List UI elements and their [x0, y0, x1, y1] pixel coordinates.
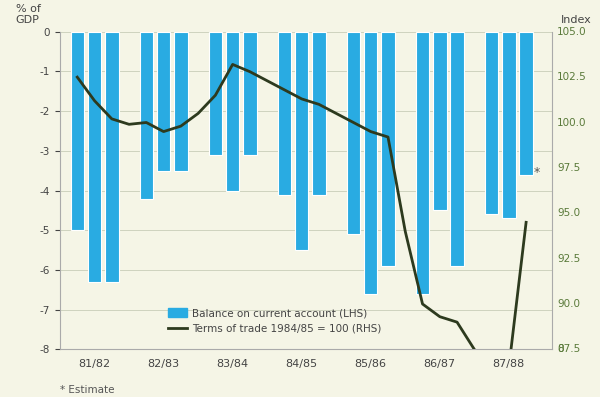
Bar [451, 32, 464, 266]
Bar [140, 32, 153, 198]
Text: 100.0: 100.0 [557, 118, 586, 127]
Text: 102.5: 102.5 [557, 72, 587, 82]
Bar [243, 32, 257, 155]
Bar [416, 32, 429, 294]
Bar [209, 32, 222, 155]
Text: Index: Index [560, 15, 592, 25]
Text: 90.0: 90.0 [557, 299, 580, 309]
Bar [520, 32, 533, 175]
Bar [347, 32, 360, 234]
Text: 92.5: 92.5 [557, 254, 580, 264]
Bar [433, 32, 446, 210]
Bar [88, 32, 101, 282]
Bar [502, 32, 515, 218]
Text: 0: 0 [557, 344, 563, 355]
Bar [364, 32, 377, 294]
Bar [295, 32, 308, 250]
Bar [105, 32, 119, 282]
Text: * Estimate: * Estimate [60, 385, 115, 395]
Bar [381, 32, 395, 266]
Bar [278, 32, 291, 195]
Bar [312, 32, 326, 195]
Text: % of
GDP: % of GDP [16, 4, 41, 25]
Bar [174, 32, 188, 171]
Text: 87.5: 87.5 [557, 344, 580, 355]
Text: *: * [533, 166, 539, 179]
Text: 97.5: 97.5 [557, 163, 580, 173]
Bar [226, 32, 239, 191]
Bar [71, 32, 84, 230]
Bar [157, 32, 170, 171]
Text: 95.0: 95.0 [557, 208, 580, 218]
Text: 105.0: 105.0 [557, 27, 587, 37]
Bar [485, 32, 499, 214]
Legend: Balance on current account (LHS), Terms of trade 1984/85 = 100 (RHS): Balance on current account (LHS), Terms … [164, 304, 385, 338]
